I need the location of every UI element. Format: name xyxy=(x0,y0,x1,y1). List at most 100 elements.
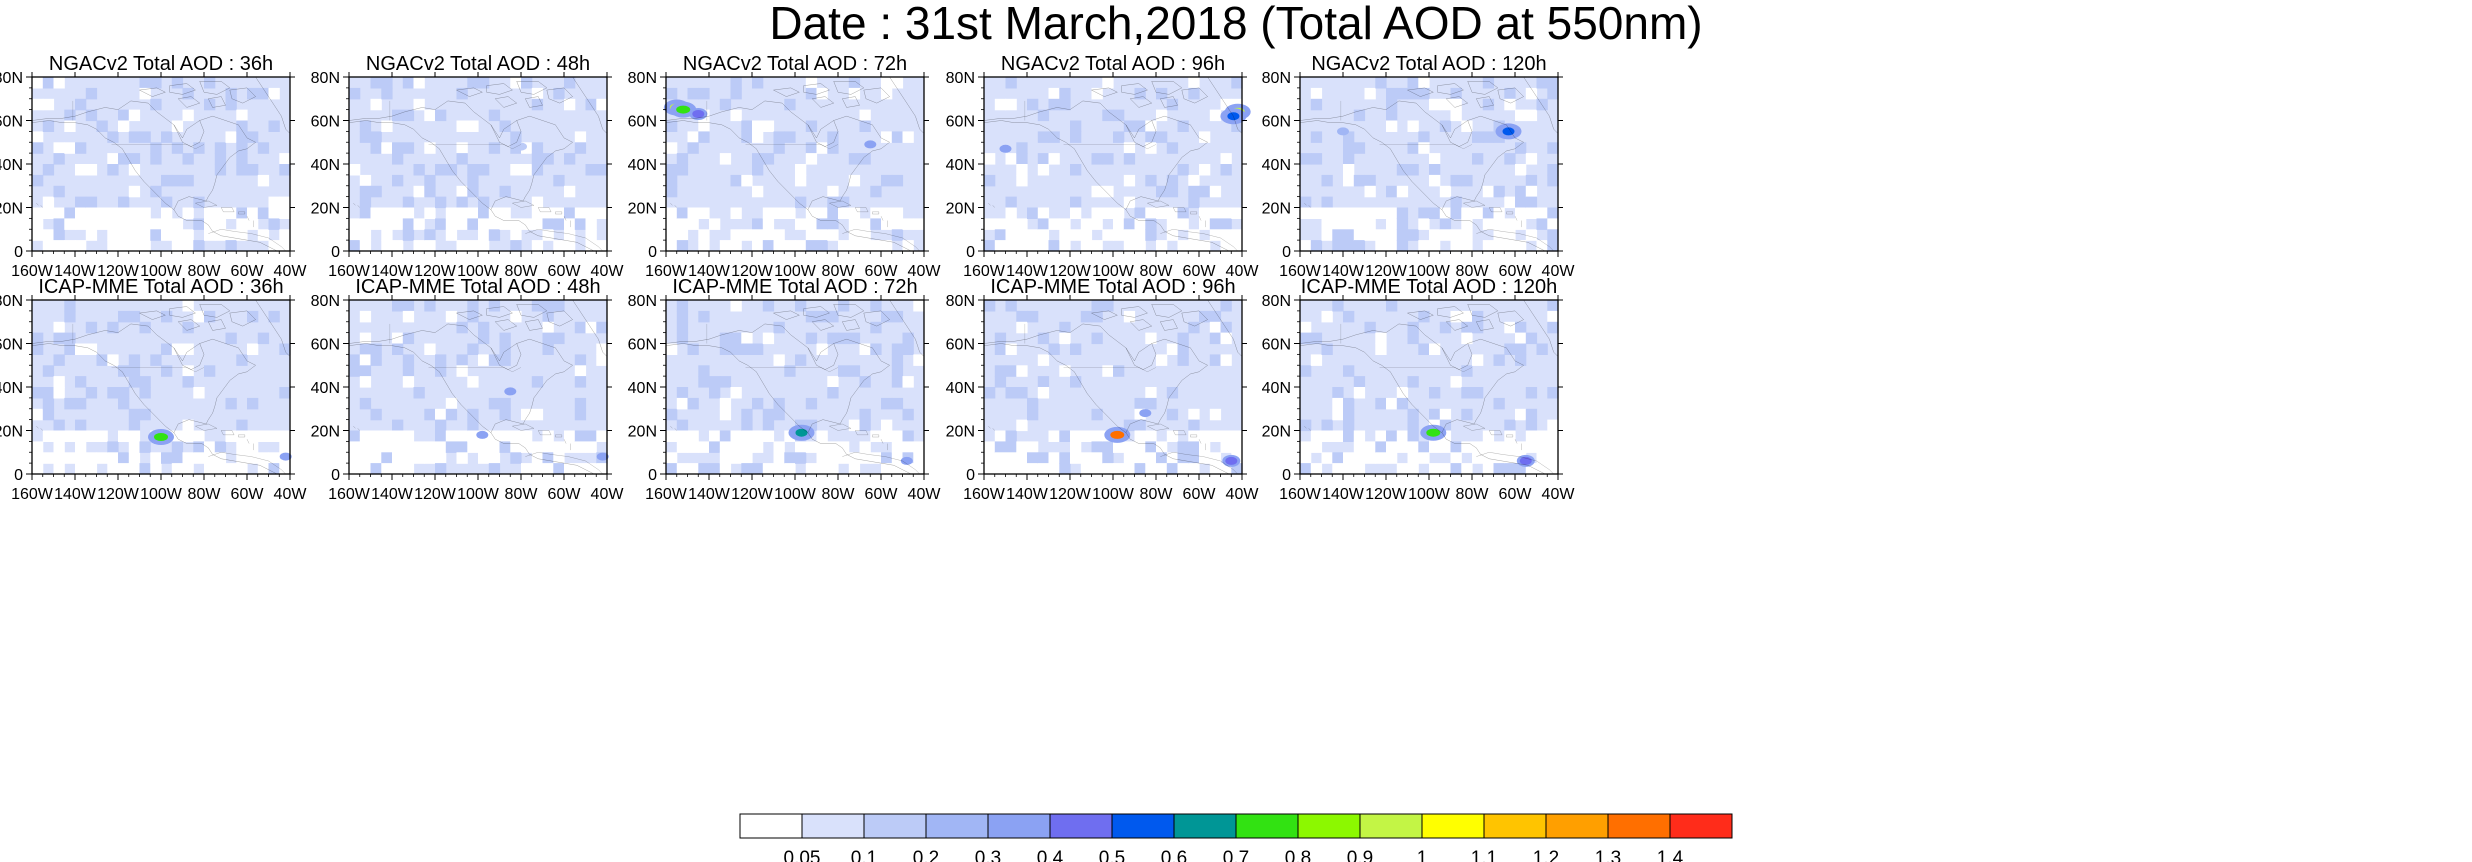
aod-cell xyxy=(1547,430,1559,442)
aod-cell xyxy=(402,218,415,230)
aod-cell xyxy=(150,185,162,198)
aod-cell xyxy=(1343,164,1355,176)
aod-cell xyxy=(1134,419,1146,432)
aod-cell xyxy=(445,408,458,421)
aod-cell xyxy=(1386,240,1398,252)
aod-cell xyxy=(413,452,425,464)
aod-cell xyxy=(1310,332,1323,345)
x-tick-label: 140W xyxy=(1322,263,1365,280)
aod-cell xyxy=(1037,229,1050,241)
aod-cell xyxy=(848,77,861,89)
aod-cell xyxy=(827,218,839,230)
aod-cell xyxy=(413,98,425,111)
aod-cell xyxy=(107,131,119,143)
aod-cell xyxy=(1515,321,1527,334)
aod-cell xyxy=(1482,430,1495,442)
x-tick-label: 140W xyxy=(371,263,414,280)
colorbar-label: 0.7 xyxy=(1223,848,1249,862)
aod-cell xyxy=(994,343,1007,355)
aod-cell xyxy=(773,240,785,252)
aod-cell xyxy=(709,441,721,453)
aod-cell xyxy=(445,441,458,453)
aod-cell xyxy=(171,120,184,132)
aod-cell xyxy=(1407,408,1419,421)
aod-cell xyxy=(1450,196,1462,209)
aod-cell xyxy=(75,98,87,111)
aod-cell xyxy=(795,441,807,453)
aod-cell xyxy=(1525,174,1538,187)
colorbar-label: 0.05 xyxy=(784,848,821,862)
aod-cell xyxy=(676,397,689,410)
aod-cell xyxy=(698,376,710,388)
aod-cell xyxy=(585,207,597,219)
aod-cell xyxy=(1102,185,1114,198)
aod-cell xyxy=(1123,229,1136,241)
aod-cell xyxy=(1145,174,1157,187)
aod-cell xyxy=(891,310,904,323)
aod-cell xyxy=(392,463,404,475)
aod-cell xyxy=(150,98,162,111)
aod-cell xyxy=(984,387,996,399)
aod-cell xyxy=(1080,452,1093,464)
x-tick-label: 160W xyxy=(1279,486,1322,503)
aod-cell xyxy=(687,87,699,100)
aod-cell xyxy=(1343,174,1355,187)
aod-cell xyxy=(542,332,554,345)
aod-cell xyxy=(85,343,98,355)
aod-cell xyxy=(1300,321,1312,334)
x-tick-label: 160W xyxy=(645,263,688,280)
aod-cell xyxy=(359,120,372,132)
x-tick-label: 40W xyxy=(1226,486,1260,503)
aod-cell xyxy=(392,300,404,312)
aod-cell xyxy=(257,87,270,100)
colorbar-label: 1.3 xyxy=(1595,848,1621,862)
aod-cell xyxy=(1220,300,1232,312)
aod-cell xyxy=(1461,332,1473,345)
aod-cell xyxy=(1536,218,1548,230)
aod-cell xyxy=(1547,218,1559,230)
aod-cell xyxy=(881,463,893,475)
aod-cell xyxy=(752,185,764,198)
aod-cell xyxy=(435,463,447,475)
aod-hotspot xyxy=(504,387,517,396)
aod-cell xyxy=(381,207,393,219)
aod-cell xyxy=(435,218,447,230)
aod-cell xyxy=(488,207,501,219)
aod-cell xyxy=(1353,387,1366,399)
aod-cell xyxy=(1321,343,1333,355)
aod-cell xyxy=(193,218,205,230)
x-tick-label: 40W xyxy=(908,486,942,503)
aod-cell xyxy=(564,77,576,89)
aod-cell xyxy=(1188,430,1200,442)
aod-cell xyxy=(881,240,893,252)
aod-cell xyxy=(596,354,608,366)
aod-cell xyxy=(773,408,785,421)
aod-cell xyxy=(1123,310,1136,323)
aod-cell xyxy=(574,365,587,377)
aod-cell xyxy=(1059,365,1071,377)
aod-cell xyxy=(118,463,130,475)
aod-cell xyxy=(456,120,468,132)
aod-cell xyxy=(214,164,227,176)
aod-cell xyxy=(32,343,44,355)
aod-cell xyxy=(456,365,468,377)
aod-cell xyxy=(435,164,447,176)
aod-cell xyxy=(85,164,98,176)
aod-cell xyxy=(1199,185,1211,198)
y-tick-label: 60N xyxy=(1262,337,1291,354)
aod-cell xyxy=(762,332,775,345)
aod-cell xyxy=(666,164,678,176)
aod-cell xyxy=(42,365,55,377)
aod-cell xyxy=(1209,354,1222,366)
aod-cell xyxy=(236,131,248,143)
aod-cell xyxy=(816,463,828,475)
aod-cell xyxy=(1429,240,1441,252)
aod-cell xyxy=(1220,332,1232,345)
aod-cell xyxy=(1547,463,1559,475)
aod-cell xyxy=(225,98,237,111)
aod-cell xyxy=(1166,452,1179,464)
aod-cell xyxy=(467,310,479,323)
aod-cell xyxy=(128,419,141,432)
y-tick-label: 40N xyxy=(946,380,975,397)
